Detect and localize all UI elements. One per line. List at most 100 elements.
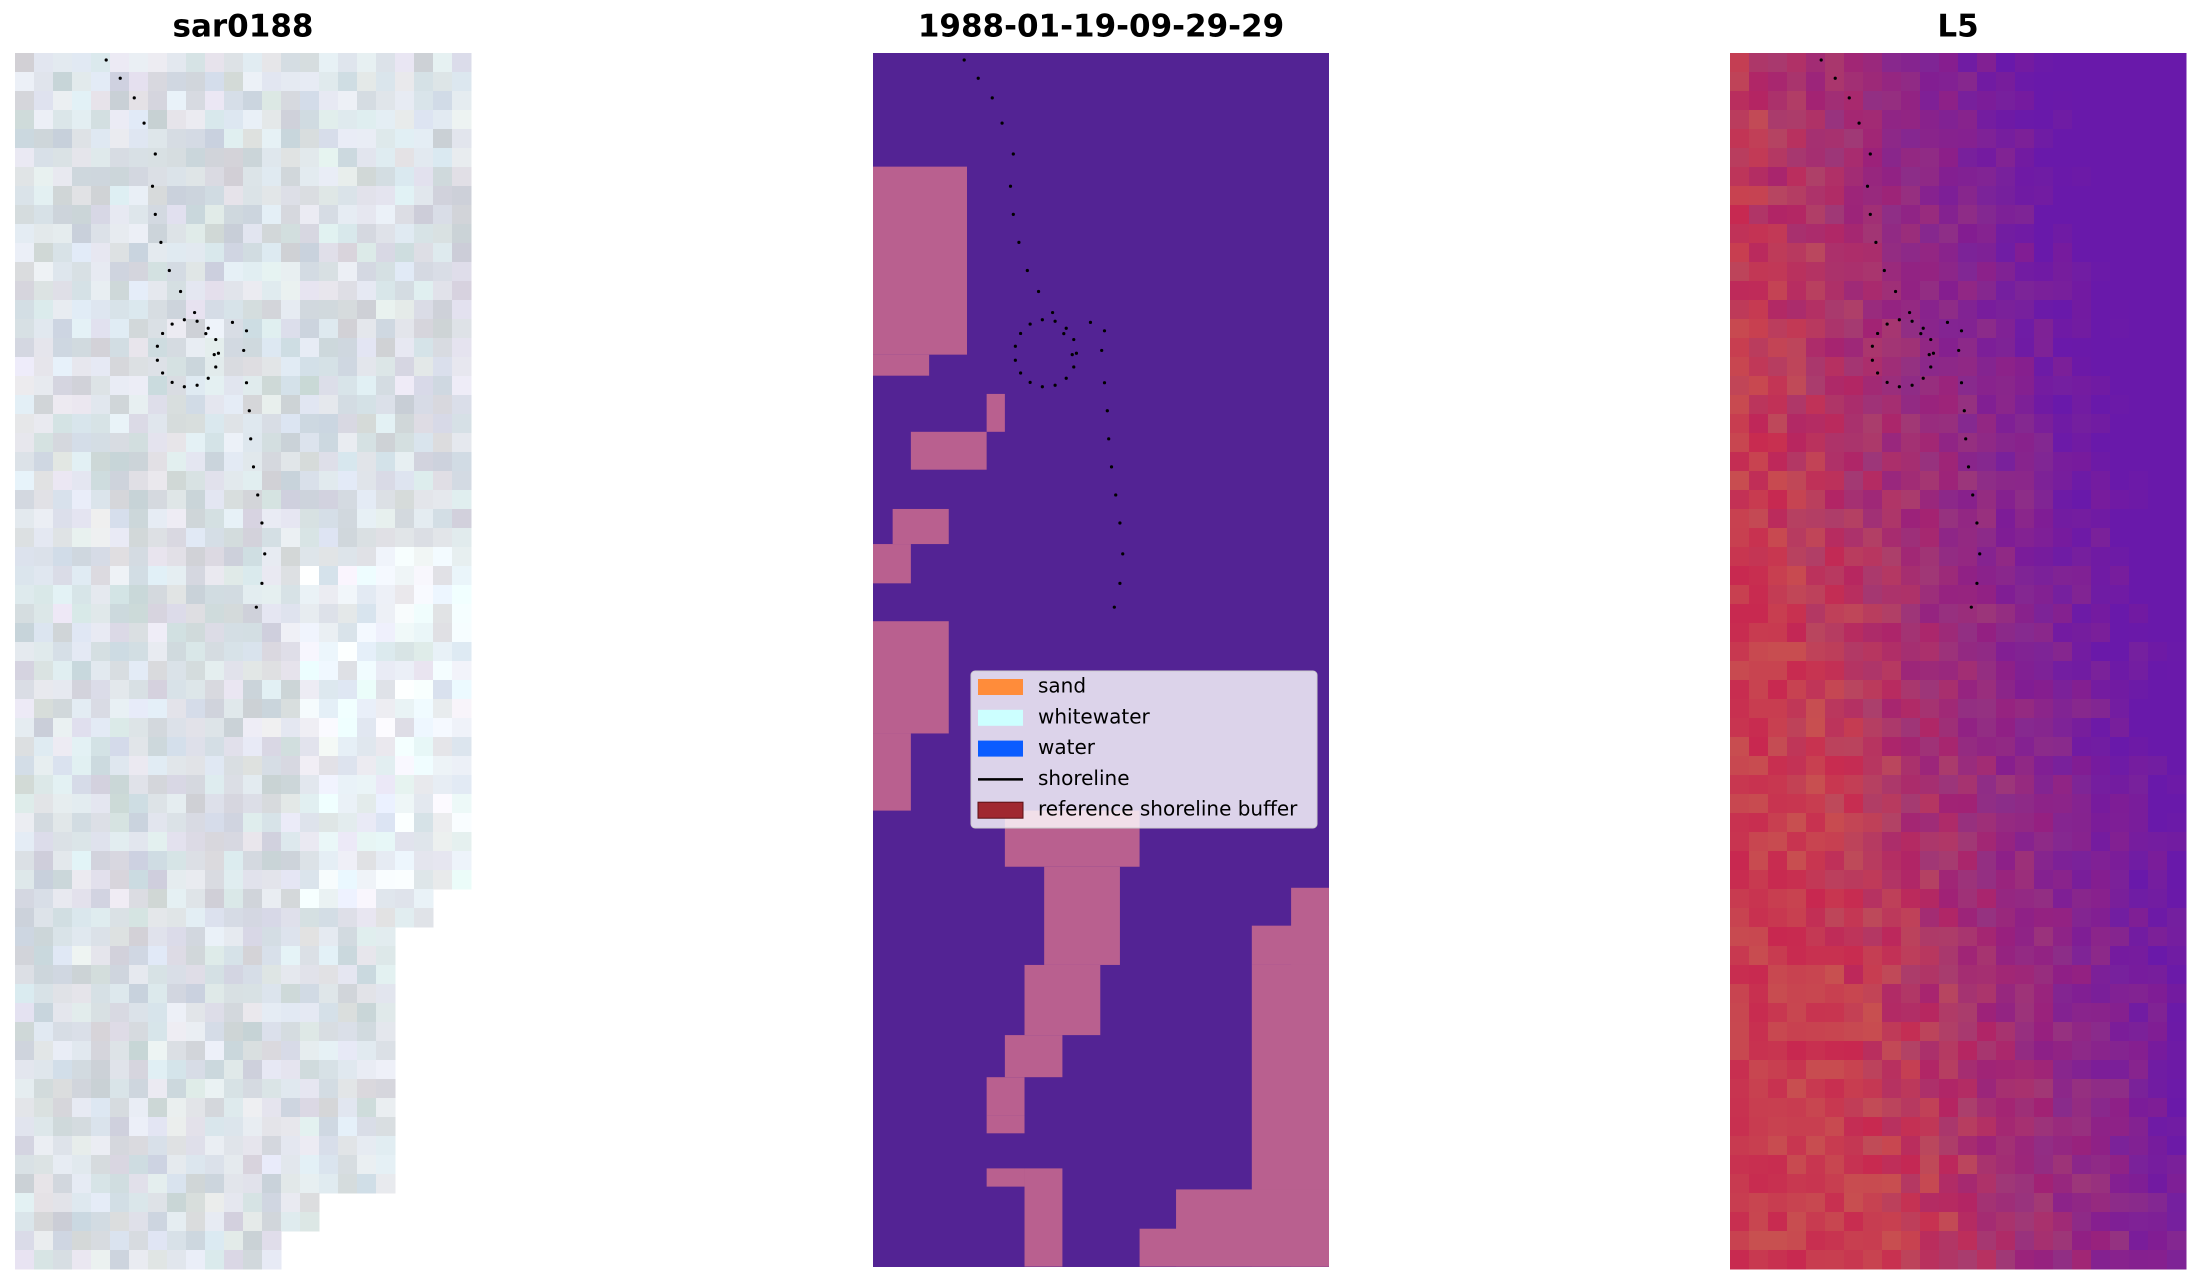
pixel [205, 1098, 225, 1118]
pixel [1920, 813, 1940, 833]
pixel [1901, 148, 1921, 168]
pixel [72, 718, 92, 738]
sand-class [986, 393, 1005, 432]
pixel [376, 319, 396, 339]
pixel [1730, 1212, 1750, 1232]
pixel [1977, 281, 1997, 301]
pixel [2167, 984, 2187, 1004]
pixel [186, 357, 206, 377]
pixel [395, 642, 415, 662]
pixel [53, 300, 73, 320]
pixel [1749, 1212, 1769, 1232]
pixel [2053, 53, 2073, 73]
pixel [205, 167, 225, 187]
pixel [1977, 471, 1997, 491]
pixel [376, 357, 396, 377]
pixel [1806, 319, 1826, 339]
pixel [1958, 680, 1978, 700]
pixel [1749, 1079, 1769, 1099]
pixel [1901, 262, 1921, 282]
shoreline-dot [1102, 381, 1107, 385]
pixel [129, 433, 149, 453]
pixel [414, 699, 434, 719]
pixel [53, 623, 73, 643]
pixel [414, 718, 434, 738]
pixel [433, 623, 453, 643]
pixel [338, 566, 358, 586]
shoreline-dot [1931, 351, 1936, 355]
pixel [15, 927, 35, 947]
pixel [205, 262, 225, 282]
pixel [1996, 224, 2016, 244]
pixel [1920, 794, 1940, 814]
pixel [1730, 756, 1750, 776]
pixel [110, 832, 130, 852]
pixel [1730, 623, 1750, 643]
pixel [167, 319, 187, 339]
pixel [2034, 870, 2054, 890]
pixel [243, 1117, 263, 1137]
pixel [1996, 889, 2016, 909]
pixel [262, 376, 282, 396]
pixel [319, 490, 339, 510]
pixel [167, 471, 187, 491]
pixel [1768, 357, 1788, 377]
pixel [300, 965, 320, 985]
pixel [1882, 566, 1902, 586]
shoreline-dot [204, 332, 208, 336]
pixel [376, 1079, 396, 1099]
pixel [1730, 851, 1750, 871]
pixel [2072, 1136, 2092, 1156]
pixel [1901, 756, 1921, 776]
pixel [53, 566, 73, 586]
pixel [2148, 984, 2168, 1004]
pixel [1825, 319, 1845, 339]
pixel [395, 110, 415, 130]
pixel [262, 737, 282, 757]
pixel [2034, 262, 2054, 282]
pixel [34, 908, 54, 928]
pixel [224, 1022, 244, 1042]
pixel [1958, 623, 1978, 643]
pixel [1901, 547, 1921, 567]
pixel [281, 718, 301, 738]
pixel [224, 984, 244, 1004]
pixel [395, 53, 415, 73]
pixel [148, 319, 168, 339]
pixel [1844, 1022, 1864, 1042]
pixel [2072, 1155, 2092, 1175]
pixel [1863, 680, 1883, 700]
pixel [1825, 490, 1845, 510]
pixel [148, 585, 168, 605]
pixel [1863, 91, 1883, 111]
pixel [1901, 53, 1921, 73]
pixel [1787, 243, 1807, 263]
pixel [2148, 376, 2168, 396]
pixel [1787, 870, 1807, 890]
pixel [1958, 661, 1978, 681]
pixel [1920, 224, 1940, 244]
pixel [186, 661, 206, 681]
pixel [1825, 1117, 1845, 1137]
pixel [319, 1098, 339, 1118]
pixel [1806, 604, 1826, 624]
pixel [2015, 414, 2035, 434]
pixel [129, 338, 149, 358]
pixel [224, 262, 244, 282]
pixel [1768, 72, 1788, 92]
pixel [2110, 1250, 2130, 1270]
pixel [1920, 395, 1940, 415]
pixel [110, 319, 130, 339]
pixel [1844, 661, 1864, 681]
pixel [1787, 965, 1807, 985]
pixel [72, 661, 92, 681]
pixel [2129, 832, 2149, 852]
pixel [167, 775, 187, 795]
pixel [2110, 471, 2130, 491]
pixel [205, 756, 225, 776]
pixel [148, 1136, 168, 1156]
pixel [2148, 1079, 2168, 1099]
pixel [1939, 1117, 1959, 1137]
pixel [148, 528, 168, 548]
pixel [1806, 832, 1826, 852]
